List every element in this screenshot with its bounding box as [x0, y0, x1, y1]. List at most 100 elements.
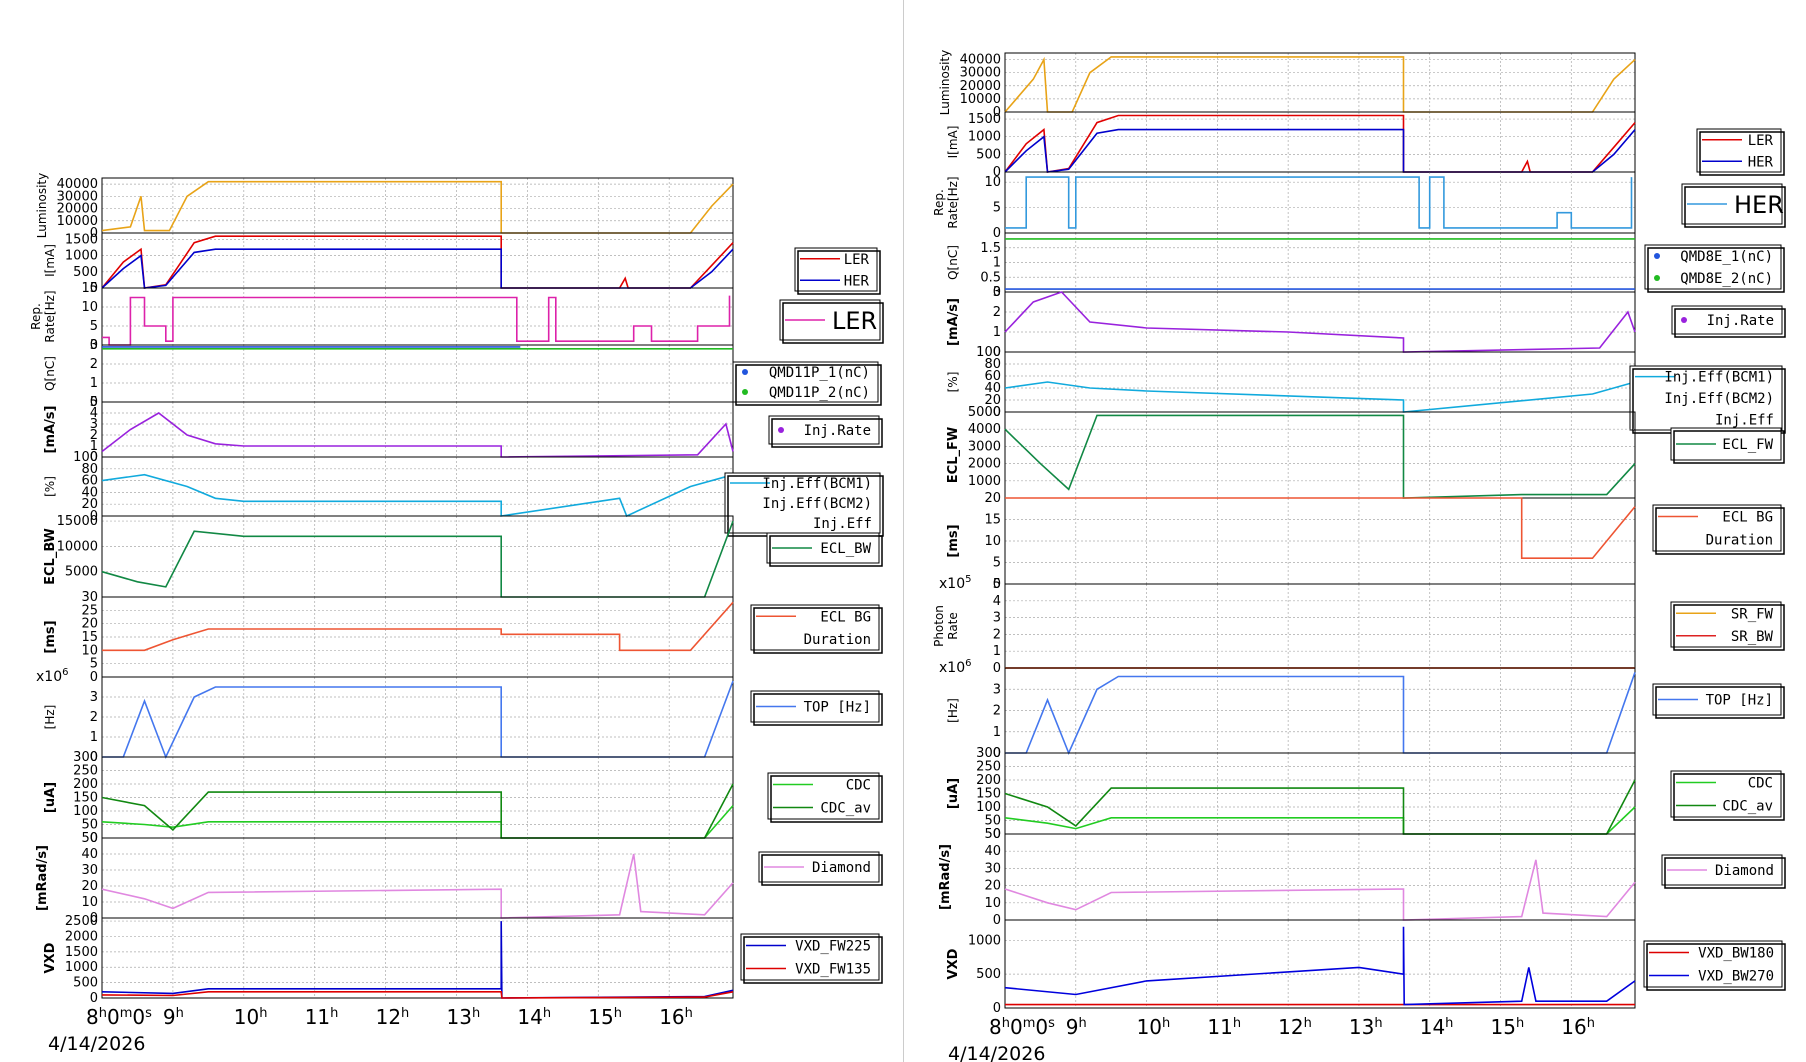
y-tick-label: 40: [984, 844, 1001, 859]
y-tick-label: 0: [993, 405, 1001, 420]
legend-swatch: [1681, 317, 1687, 323]
x-axis: 8h0m0s 9h 10h 11h 12h 13h 14h 15h 16h 4/14/2026: [948, 1015, 1595, 1062]
y-tick-label: 0: [90, 991, 98, 1006]
y-tick-label: 500: [73, 265, 98, 280]
series-inj-eff-bcm1-: [1004, 381, 1636, 413]
y-tick-label: 1500: [65, 232, 98, 247]
y-tick-label: 3: [993, 682, 1001, 697]
y-tick-label: 1000: [968, 474, 1001, 489]
legend-box: [1670, 601, 1782, 648]
x-tick-label: 10h: [1137, 1015, 1171, 1039]
y-tick-label: 4000: [968, 422, 1001, 437]
legend-label: Duration: [804, 632, 871, 648]
y-tick-label: 10: [81, 895, 98, 910]
y-tick-label: 200: [73, 777, 98, 792]
y-axis-label: Luminosity: [938, 50, 952, 115]
y-tick-label: 10: [984, 175, 1001, 190]
y-tick-label: 5: [993, 577, 1001, 592]
legend: TOP [Hz]: [750, 690, 883, 726]
y-tick-label: 0: [993, 165, 1001, 180]
y-tick-label: 0: [90, 911, 98, 926]
panel-2-4: 00.511.5 Q[nC] QMD8E_1(nC) QMD8E_2(nC): [946, 232, 1785, 300]
x-tick-label: 12h: [376, 1005, 410, 1029]
y-tick-label: 20: [81, 617, 98, 632]
y-axis-label: Rate: [946, 612, 960, 640]
y-tick-label: 500: [976, 147, 1001, 162]
panel-frame: [1004, 919, 1636, 1009]
legend-label: Inj.Rate: [804, 423, 871, 439]
panel-2-10: 0 1 2 3 [Hz] x106 TOP [Hz]: [939, 658, 1785, 761]
chart-column-2: 010000200003000040000Luminosity050010001…: [932, 50, 1786, 1062]
legend-box: [1671, 305, 1783, 335]
y-axis-label: [uA]: [43, 782, 58, 813]
y-tick-label: 100: [73, 804, 98, 819]
panel-2-2: 0 500 1000 1500 I[mA] LER HER: [946, 111, 1785, 180]
legend: Inj.Eff(BCM1) Inj.Eff(BCM2) Inj.Eff: [724, 472, 884, 537]
legend-label: Inj.Rate: [1707, 313, 1774, 329]
legend-shadow: [1664, 857, 1786, 889]
series-vxd-fw135: [101, 991, 734, 999]
legend-label: Inj.Eff(BCM2): [1664, 391, 1774, 407]
panel-frame: [1004, 833, 1636, 921]
y-axis-label: [%]: [946, 372, 960, 393]
legend-label: QMD8E_2(nC): [1680, 271, 1773, 287]
y-tick-label: 0: [993, 661, 1001, 676]
chart-column-1: 010000200003000040000Luminosity050010001…: [29, 173, 884, 1055]
series-top-hz-: [102, 680, 734, 760]
panel-frame: [1004, 52, 1636, 113]
legend-swatch: [1654, 275, 1660, 281]
y-axis-label: Q[nC]: [43, 356, 57, 391]
legend-label: VXD_FW135: [795, 962, 871, 978]
legend: QMD11P_1(nC) QMD11P_2(nC): [732, 361, 882, 406]
y-tick-label: 150: [73, 791, 98, 806]
legend-box: [732, 361, 879, 403]
x-tick-label: 8h0m0s: [989, 1015, 1055, 1039]
y-tick-label: 20000: [960, 79, 1001, 94]
y-tick-label: 1000: [65, 960, 98, 975]
legend-label: TOP [Hz]: [1706, 693, 1773, 709]
legend: HER: [1681, 183, 1786, 228]
y-tick-label: 10: [984, 534, 1001, 549]
legend-label: SR_FW: [1731, 606, 1774, 622]
legend: ECL_BW: [766, 532, 883, 567]
y-tick-label: 200: [976, 773, 1001, 788]
y-tick-label: 0: [993, 105, 1001, 120]
y-tick-label: 10000: [57, 539, 98, 554]
legend: CDC CDC_av: [1670, 770, 1785, 821]
y-axis-label: I[mA]: [43, 244, 57, 277]
legend: LER HER: [1696, 128, 1785, 176]
y-tick-label: 20: [984, 879, 1001, 894]
legend: Inj.Rate: [1671, 305, 1786, 338]
y-axis-label: Rep.: [932, 189, 946, 216]
x-tick-label: 16h: [659, 1005, 693, 1029]
y-tick-label: 0.5: [980, 270, 1001, 285]
legend-label: Inj.Eff(BCM1): [1664, 370, 1774, 386]
y-tick-label: 60: [984, 369, 1001, 384]
y-tick-label: 0: [993, 827, 1001, 842]
panel-frame: [1004, 291, 1636, 353]
legend-label: VXD_BW270: [1698, 969, 1774, 985]
x-tick-label: 11h: [305, 1005, 339, 1029]
series-vxd-fw225: [101, 921, 734, 999]
y-tick-label: 25: [81, 603, 98, 618]
legend-swatch: [742, 389, 748, 395]
y-tick-label: 0: [90, 395, 98, 410]
y-axis-label: [mA/s]: [946, 298, 961, 346]
legend-label: ECL_BW: [820, 541, 871, 557]
panel-frame: [101, 456, 734, 517]
panel-frame: [101, 344, 734, 403]
x-tick-label: 9h: [163, 1005, 184, 1029]
y-tick-label: 1000: [65, 249, 98, 264]
legend: ECL BG Duration: [1652, 504, 1785, 555]
series-ecl-fw: [1004, 414, 1636, 499]
series-vxd-bw270: [1004, 926, 1636, 1006]
x-axis: 8h0m0s 9h 10h 11h 12h 13h 14h 15h 16h 4/14/2026: [48, 1005, 693, 1055]
y-tick-label: 30: [984, 861, 1001, 876]
